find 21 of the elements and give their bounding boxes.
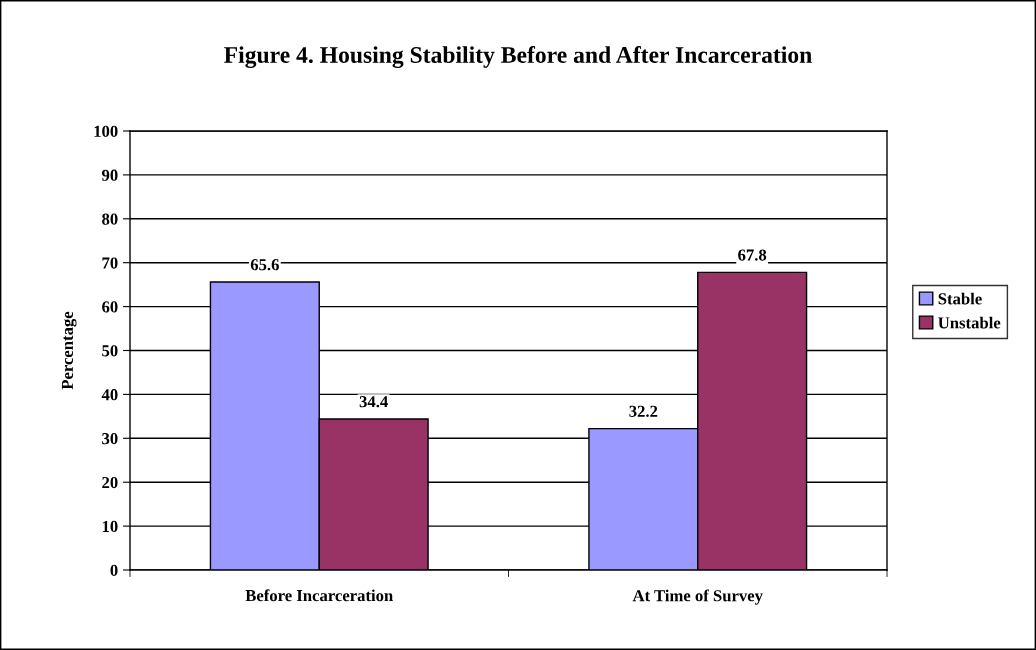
y-tick-label: 90 xyxy=(101,169,118,181)
y-tick-label: 0 xyxy=(110,564,118,576)
data-label: 34.4 xyxy=(359,396,388,408)
y-tick-label: 70 xyxy=(102,257,118,269)
data-label: 32.2 xyxy=(629,405,658,417)
y-tick-label: 10 xyxy=(102,520,118,533)
legend-label: Unstable xyxy=(938,316,1001,329)
y-tick-label: 20 xyxy=(102,476,118,489)
data-label: 67.8 xyxy=(738,249,767,261)
y-tick-label: 80 xyxy=(102,213,118,225)
y-axis-title: Percentage xyxy=(61,311,77,390)
y-tick-label: 30 xyxy=(102,433,118,445)
y-tick-label: 60 xyxy=(102,301,118,313)
data-label: 65.6 xyxy=(250,259,279,271)
chart-title: Figure 4. Housing Stability Before and After Incarceration xyxy=(224,46,812,68)
x-tick-label: Before Incarceration xyxy=(245,589,393,602)
legend-label: Stable xyxy=(938,292,982,305)
y-tick-label: 100 xyxy=(94,125,118,137)
x-tick-label: At Time of Survey xyxy=(632,589,763,605)
y-tick-label: 50 xyxy=(102,345,118,357)
y-tick-label: 40 xyxy=(101,389,118,401)
